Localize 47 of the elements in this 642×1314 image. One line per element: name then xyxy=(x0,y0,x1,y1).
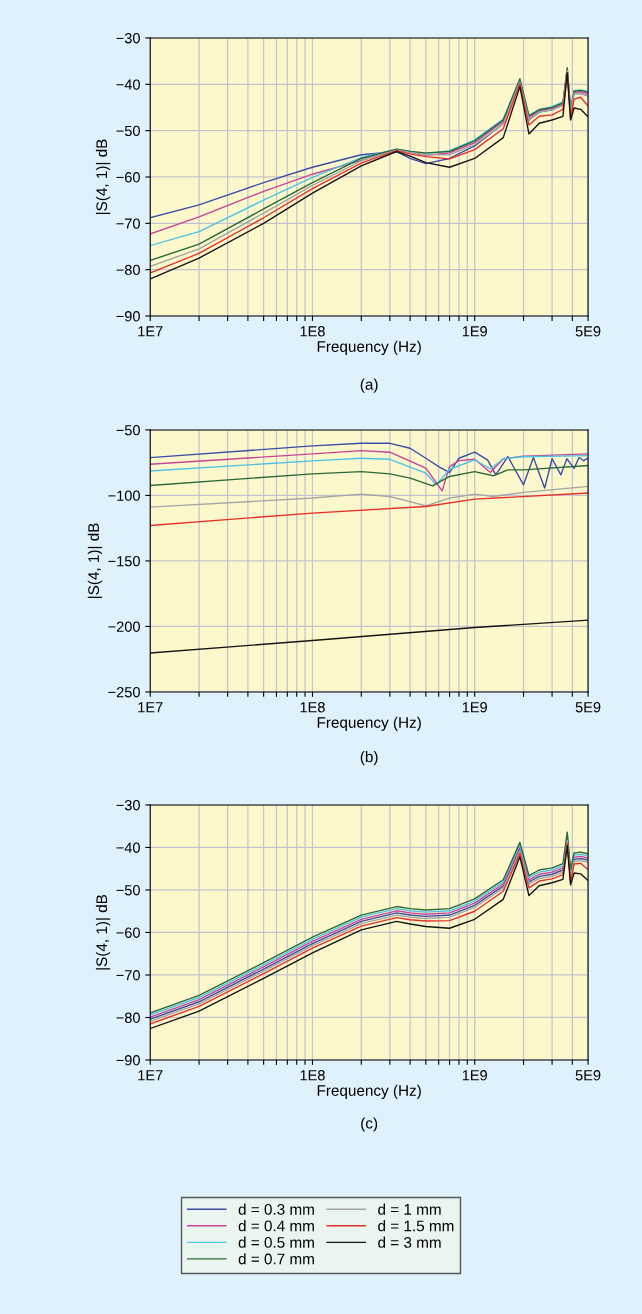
y-tick-label: −80 xyxy=(116,1012,140,1023)
y-tick-label: −200 xyxy=(108,621,140,632)
y-axis-title: |S(4, 1)| dB xyxy=(95,894,111,970)
x-tick-label: 5E9 xyxy=(575,702,601,713)
x-tick-label: 1E7 xyxy=(138,702,163,713)
legend-label: d = 3 mm xyxy=(378,1236,441,1248)
x-tick-label: 5E9 xyxy=(575,1070,601,1081)
y-tick-label: −70 xyxy=(116,970,140,981)
y-tick-label: −40 xyxy=(116,842,140,853)
x-tick-label: 5E9 xyxy=(575,326,601,337)
y-tick-label: −50 xyxy=(116,125,140,137)
x-tick-label: 1E9 xyxy=(462,326,487,337)
y-tick-label: −150 xyxy=(108,556,140,567)
y-tick-label: −100 xyxy=(108,490,140,501)
x-tick-label: 1E8 xyxy=(300,326,325,337)
x-tick-label: 1E9 xyxy=(462,1070,487,1081)
y-tick-label: −60 xyxy=(116,172,140,183)
legend-label: d = 1 mm xyxy=(378,1203,441,1215)
x-tick-label: 1E9 xyxy=(462,702,487,713)
text: (a) xyxy=(360,378,378,393)
y-tick-label: −50 xyxy=(116,425,140,436)
x-tick-label: 1E8 xyxy=(300,702,325,713)
legend-label: d = 1.5 mm xyxy=(378,1220,454,1232)
x-axis-title: Frequency (Hz) xyxy=(317,340,421,355)
y-tick-label: −70 xyxy=(116,218,140,229)
x-tick-label: 1E8 xyxy=(300,1070,325,1081)
text: (c) xyxy=(361,1117,378,1132)
y-tick-label: −40 xyxy=(116,79,140,90)
y-tick-label: −250 xyxy=(108,687,140,698)
x-tick-label: 1E7 xyxy=(138,1070,163,1081)
y-tick-label: −50 xyxy=(116,885,140,896)
x-axis-title: Frequency (Hz) xyxy=(317,716,421,731)
x-axis-title: Frequency (Hz) xyxy=(317,1084,421,1099)
legend-label: d = 0.4 mm xyxy=(238,1220,314,1232)
text: (b) xyxy=(360,750,378,766)
y-tick-label: −30 xyxy=(116,33,140,44)
y-axis-title: |S(4, 1)| dB xyxy=(95,139,111,214)
y-tick-label: −90 xyxy=(116,1055,140,1066)
y-axis-title: |S(4, 1)| dB xyxy=(87,523,103,598)
legend-label: d = 0.7 mm xyxy=(238,1253,314,1265)
x-tick-label: 1E7 xyxy=(138,326,163,337)
legend-label: d = 0.3 mm xyxy=(238,1203,314,1215)
y-tick-label: −90 xyxy=(116,311,140,322)
y-tick-label: −30 xyxy=(116,800,140,811)
y-tick-label: −60 xyxy=(116,927,140,938)
y-tick-label: −80 xyxy=(116,264,140,276)
legend-label: d = 0.5 mm xyxy=(238,1236,314,1248)
